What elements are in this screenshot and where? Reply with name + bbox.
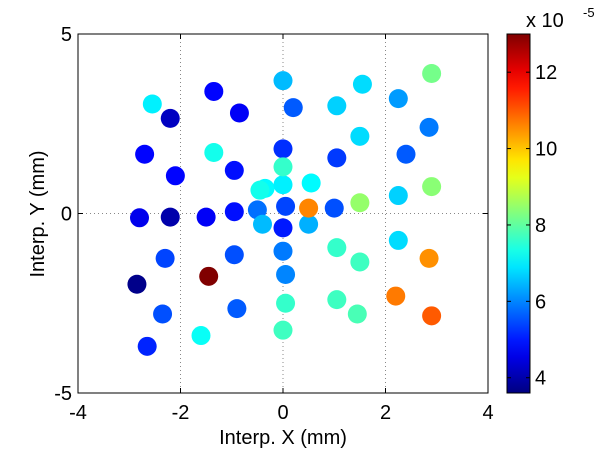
- data-point: [299, 214, 319, 234]
- y-axis-label: Interp. Y (mm): [27, 150, 49, 277]
- data-point: [352, 74, 372, 94]
- colorbar-tick-label: 4: [535, 368, 546, 390]
- data-point: [127, 274, 147, 294]
- data-point: [276, 265, 296, 285]
- data-point: [137, 336, 157, 356]
- data-point: [227, 299, 247, 319]
- data-point: [422, 306, 442, 326]
- colorbar-tick-label: 12: [535, 62, 557, 84]
- data-point: [160, 108, 180, 128]
- y-tick-label: 5: [61, 24, 72, 46]
- data-point: [276, 196, 296, 216]
- colorbar-tick-label: 8: [535, 215, 546, 237]
- data-point: [224, 202, 244, 222]
- data-point: [419, 248, 439, 268]
- data-point: [142, 94, 162, 114]
- data-point: [155, 248, 175, 268]
- data-point: [130, 208, 149, 228]
- colorbar-bar: [507, 34, 530, 393]
- data-point: [229, 103, 249, 123]
- data-point: [388, 89, 408, 109]
- y-tick-label: 0: [61, 204, 72, 226]
- x-tick-label: -2: [172, 402, 190, 424]
- data-point: [153, 304, 173, 324]
- data-point: [273, 157, 293, 177]
- data-point: [199, 266, 219, 286]
- colorbar-exponent-label: x 10: [526, 10, 564, 32]
- data-point: [350, 193, 370, 213]
- data-point: [350, 126, 370, 146]
- colorbar: 4 6 8 10 12: [506, 33, 557, 394]
- data-point: [283, 98, 303, 118]
- data-point: [273, 218, 293, 238]
- data-point: [160, 207, 180, 227]
- data-point: [347, 304, 367, 324]
- data-point: [224, 160, 244, 180]
- x-tick-label: -4: [69, 402, 87, 424]
- data-point: [276, 293, 296, 313]
- data-point: [327, 290, 347, 310]
- data-point: [204, 81, 224, 101]
- x-tick-label: 4: [482, 402, 493, 424]
- y-tick-label: -5: [54, 383, 72, 405]
- data-point: [386, 286, 406, 306]
- colorbar-frame: [506, 33, 531, 394]
- data-point: [301, 173, 321, 193]
- data-point: [422, 63, 442, 83]
- data-point: [273, 71, 293, 91]
- data-point: [350, 252, 370, 272]
- axes: -4 -2 0 2 4 -5 0 5: [54, 24, 493, 424]
- data-point: [422, 177, 442, 197]
- data-point: [419, 117, 439, 137]
- data-point: [299, 198, 319, 218]
- data-point: [247, 200, 267, 220]
- data-point: [273, 241, 293, 261]
- data-point: [396, 144, 416, 164]
- x-tick-label: 0: [277, 402, 288, 424]
- data-point: [135, 144, 155, 164]
- data-point: [250, 180, 270, 200]
- x-tick-label: 2: [380, 402, 391, 424]
- colorbar-tick-label: 6: [535, 291, 546, 313]
- colorbar-tick-label: 10: [535, 139, 557, 161]
- data-point: [327, 238, 347, 258]
- colorbar-exponent-power: -5: [583, 5, 595, 20]
- data-point: [273, 320, 293, 340]
- data-point: [191, 326, 211, 346]
- x-axis-label: Interp. X (mm): [219, 427, 347, 449]
- data-point: [388, 230, 408, 250]
- data-point: [165, 166, 185, 186]
- data-point: [253, 214, 272, 234]
- data-point: [327, 148, 347, 168]
- data-point: [273, 175, 293, 195]
- data-point: [327, 96, 347, 116]
- data-point: [273, 139, 293, 159]
- data-point: [388, 186, 408, 206]
- data-point: [324, 198, 344, 218]
- data-point: [224, 245, 244, 265]
- data-point: [204, 142, 224, 162]
- data-points: [127, 63, 442, 356]
- data-point: [196, 207, 216, 227]
